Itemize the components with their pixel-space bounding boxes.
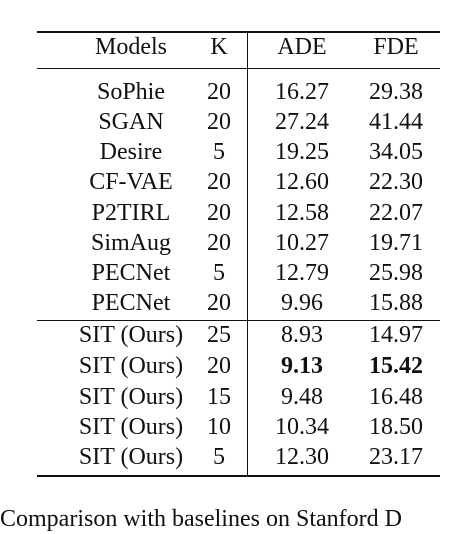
cell-model: Desire (99, 139, 163, 165)
cell-ade: 27.24 (275, 109, 329, 135)
cell-fde-best: 15.42 (369, 353, 423, 379)
cell-fde: 15.88 (369, 290, 423, 316)
cell-ade: 10.34 (275, 414, 329, 440)
table-caption-fragment: Comparison with baselines on Stanford D (0, 506, 402, 532)
cell-ade: 12.58 (275, 200, 329, 226)
cell-model: P2TIRL (91, 200, 171, 226)
cell-fde: 23.17 (369, 444, 423, 470)
cell-model: SIT (Ours) (78, 384, 184, 410)
header-models: Models (95, 34, 167, 60)
table-bottom-rule (37, 475, 440, 477)
cell-model: SIT (Ours) (78, 444, 184, 470)
cell-ade-best: 9.13 (281, 353, 323, 379)
cell-k: 5 (213, 444, 225, 470)
cell-k: 20 (207, 200, 231, 226)
cell-fde: 22.07 (369, 200, 423, 226)
cell-ade: 12.60 (275, 169, 329, 195)
cell-model: SimAug (90, 230, 171, 256)
table-top-rule (37, 31, 440, 33)
cell-ade: 16.27 (275, 79, 329, 105)
cell-ade: 12.79 (275, 260, 329, 286)
cell-ade: 12.30 (275, 444, 329, 470)
cell-k: 25 (207, 322, 231, 348)
cell-fde: 16.48 (369, 384, 423, 410)
cell-fde: 41.44 (369, 109, 423, 135)
cell-ade: 9.48 (281, 384, 323, 410)
cell-model: SIT (Ours) (78, 322, 184, 348)
cell-model: SGAN (98, 109, 164, 135)
header-ade: ADE (277, 34, 327, 60)
cell-k: 20 (207, 230, 231, 256)
cropped-text-fragment (0, 0, 452, 10)
cell-k: 5 (213, 139, 225, 165)
table-group-rule (37, 320, 440, 321)
header-fde: FDE (373, 34, 419, 60)
cell-ade: 19.25 (275, 139, 329, 165)
cell-k: 15 (207, 384, 231, 410)
cell-fde: 29.38 (369, 79, 423, 105)
cell-k: 20 (207, 169, 231, 195)
cell-ade: 10.27 (275, 230, 329, 256)
cell-model: SIT (Ours) (78, 414, 184, 440)
cell-fde: 25.98 (369, 260, 423, 286)
column-separator (247, 33, 248, 475)
cell-model: PECNet (91, 260, 171, 286)
cell-k: 20 (207, 79, 231, 105)
cell-fde: 22.30 (369, 169, 423, 195)
header-k: K (210, 34, 228, 60)
cell-ade: 8.93 (281, 322, 323, 348)
table-header-rule (37, 68, 440, 69)
cell-k: 20 (207, 353, 231, 379)
cell-k: 5 (213, 260, 225, 286)
cell-fde: 34.05 (369, 139, 423, 165)
cell-model: PECNet (91, 290, 171, 316)
cell-k: 20 (207, 290, 231, 316)
cell-k: 20 (207, 109, 231, 135)
cell-model: SoPhie (96, 79, 165, 105)
cell-fde: 18.50 (369, 414, 423, 440)
cell-fde: 19.71 (369, 230, 423, 256)
cell-model: SIT (Ours) (78, 353, 184, 379)
cell-ade: 9.96 (281, 290, 323, 316)
cell-k: 10 (207, 414, 231, 440)
cell-model: CF-VAE (89, 169, 173, 195)
cell-fde: 14.97 (369, 322, 423, 348)
